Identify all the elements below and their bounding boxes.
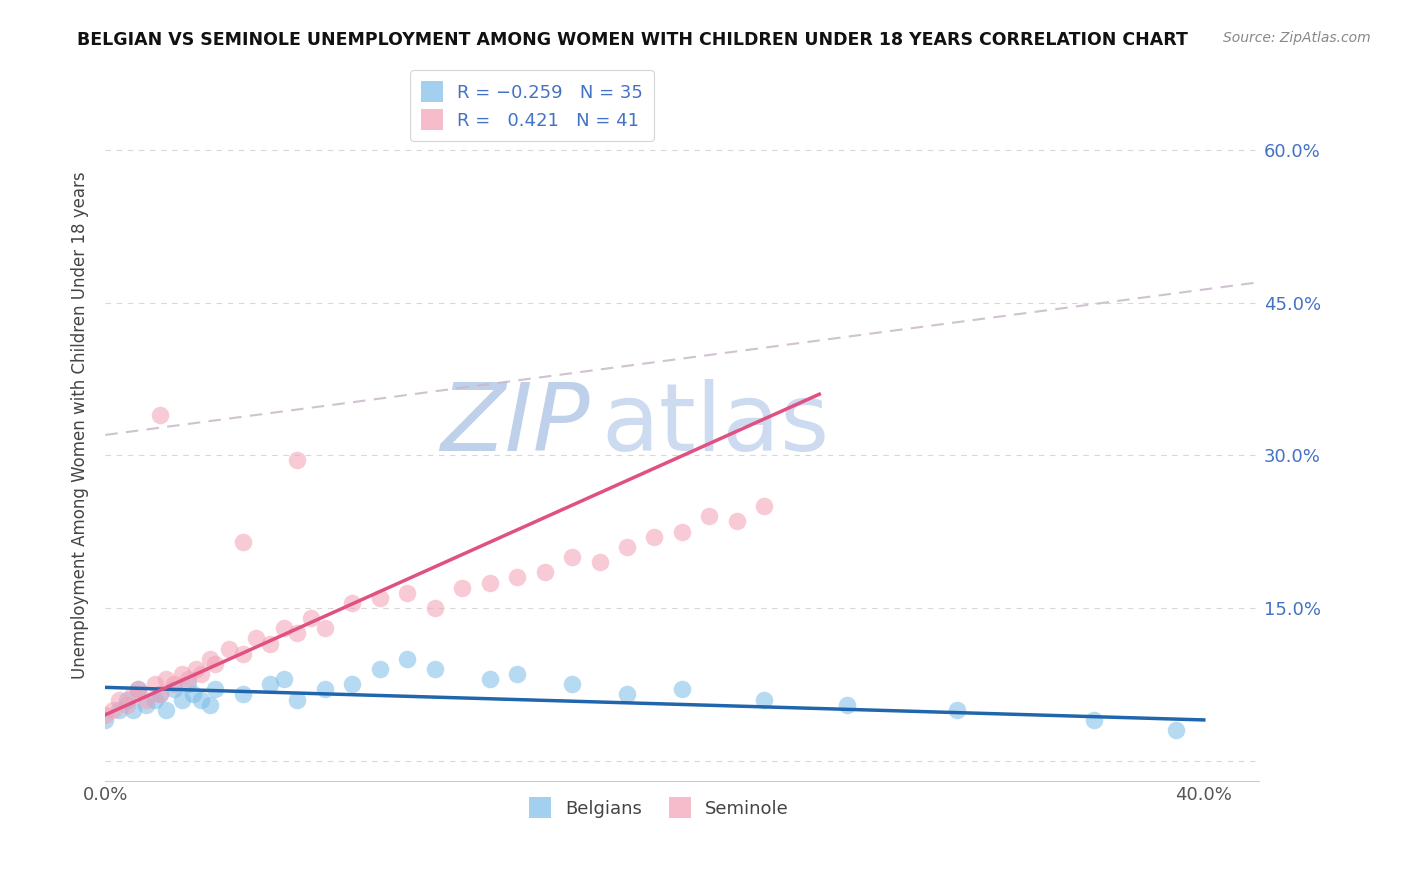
Point (143, 677, 166, 691)
Point (478, 575, 501, 590)
Point (163, 682, 186, 697)
Point (1083, 713, 1105, 727)
Point (671, 524, 693, 539)
Text: Source: ZipAtlas.com: Source: ZipAtlas.com (1223, 31, 1371, 45)
Point (115, 698, 138, 712)
Point (671, 682, 693, 697)
Point (506, 570, 529, 584)
Point (231, 534, 253, 549)
Point (149, 408, 172, 422)
Point (368, 662, 391, 676)
Point (94, 713, 117, 727)
Point (231, 647, 253, 661)
Point (204, 657, 226, 671)
Point (259, 677, 281, 691)
Point (945, 703, 967, 717)
Point (616, 540, 638, 554)
Point (561, 677, 583, 691)
Point (172, 667, 194, 681)
Point (616, 688, 638, 702)
Point (176, 672, 198, 686)
Point (204, 682, 226, 697)
Point (190, 692, 212, 706)
Point (273, 621, 295, 635)
Point (135, 692, 157, 706)
Point (127, 682, 149, 697)
Point (115, 692, 138, 706)
Point (108, 692, 131, 706)
Point (754, 499, 776, 513)
Point (198, 652, 221, 666)
Point (176, 677, 198, 691)
Point (287, 692, 309, 706)
Point (245, 632, 267, 646)
Y-axis label: Unemployment Among Women with Children Under 18 years: Unemployment Among Women with Children U… (72, 171, 89, 679)
Text: BELGIAN VS SEMINOLE UNEMPLOYMENT AMONG WOMEN WITH CHILDREN UNDER 18 YEARS CORREL: BELGIAN VS SEMINOLE UNEMPLOYMENT AMONG W… (77, 31, 1188, 49)
Point (835, 698, 858, 712)
Point (172, 692, 194, 706)
Point (588, 555, 610, 569)
Point (163, 677, 186, 691)
Point (273, 672, 295, 686)
Point (561, 550, 583, 565)
Point (149, 688, 172, 702)
Point (314, 682, 336, 697)
Point (342, 596, 364, 610)
Point (451, 581, 474, 595)
Point (218, 641, 240, 656)
Point (314, 621, 336, 635)
Point (127, 682, 149, 697)
Point (143, 692, 166, 706)
Point (396, 585, 419, 599)
Point (506, 667, 529, 681)
Point (423, 662, 446, 676)
Point (198, 698, 221, 712)
Point (135, 698, 157, 712)
Point (754, 692, 776, 706)
Point (155, 672, 177, 686)
Point (108, 703, 131, 717)
Point (190, 667, 212, 681)
Point (644, 530, 666, 544)
Point (423, 601, 446, 615)
Point (259, 637, 281, 651)
Point (184, 662, 207, 676)
Point (368, 591, 391, 605)
Point (699, 509, 721, 524)
Point (299, 611, 322, 625)
Text: atlas: atlas (602, 379, 830, 471)
Point (725, 515, 748, 529)
Point (94, 707, 117, 722)
Point (478, 672, 501, 686)
Point (342, 677, 364, 691)
Point (287, 626, 309, 640)
Point (396, 652, 419, 666)
Point (287, 453, 309, 467)
Point (149, 688, 172, 702)
Point (121, 703, 143, 717)
Point (121, 688, 143, 702)
Point (103, 703, 125, 717)
Point (1166, 723, 1188, 738)
Point (533, 566, 555, 580)
Point (231, 688, 253, 702)
Point (181, 688, 204, 702)
Legend: Belgians, Seminole: Belgians, Seminole (522, 790, 796, 825)
Text: ZIP: ZIP (440, 379, 589, 470)
Point (155, 703, 177, 717)
